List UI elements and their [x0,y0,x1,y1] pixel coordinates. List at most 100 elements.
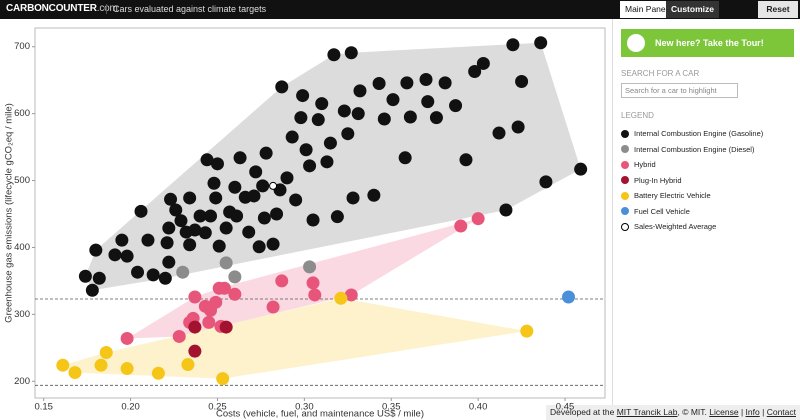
car-point [294,111,308,125]
top-bar [0,0,800,19]
car-point [252,240,266,254]
tour-button[interactable]: New here? Take the Tour! [621,29,794,57]
tab[interactable]: Main Panel [620,1,673,18]
footer-link[interactable]: License [709,407,739,417]
car-point [85,283,99,297]
car-point [270,207,284,221]
legend-item[interactable]: Sales-Weighted Average [618,219,763,235]
car-point [120,249,134,263]
car-point [89,243,103,257]
tab[interactable]: Customize [666,1,719,18]
car-point [233,151,247,165]
legend-swatch [621,176,629,185]
legend-item[interactable]: Fuel Cell Vehicle [618,204,763,220]
car-point [499,203,513,217]
y-tick-label: 400 [14,242,30,253]
legend-item[interactable]: Internal Combustion Engine (Gasoline) [618,126,763,142]
car-point [353,84,367,98]
car-point [520,324,534,338]
x-axis-label: Costs (vehicle, fuel, and maintenance US… [216,409,424,420]
x-tick-label: 0.45 [556,402,575,413]
legend-title: LEGEND [621,111,654,120]
x-tick-label: 0.25 [208,402,227,413]
car-point [158,271,172,285]
car-point [92,271,106,285]
car-point [141,233,155,247]
car-point [327,48,341,62]
footer-link[interactable]: Contact [766,407,796,417]
car-point [162,255,176,269]
car-point [115,233,129,247]
car-point [372,77,386,91]
tagline: Cars evaluated against climate targets [106,4,266,14]
logo[interactable]: CARBONCOUNTER.com [6,3,118,14]
car-point [219,256,233,270]
car-point [146,268,160,282]
car-point [176,265,190,279]
reset-button[interactable]: Reset [758,1,798,18]
car-point [164,192,178,206]
car-point [386,93,400,107]
car-point [330,210,344,224]
car-point [257,211,271,225]
footer: Developed at the MIT Trancik Lab, © MIT.… [546,405,800,420]
car-point [299,143,313,157]
car-point [344,288,358,302]
search-input[interactable]: Search for a car to highlight [621,83,738,98]
car-point [539,175,553,189]
car-point [266,300,280,314]
y-tick-label: 500 [14,175,30,186]
car-point [367,188,381,202]
legend-item[interactable]: Hybrid [618,157,763,173]
tour-text: New here? Take the Tour! [655,38,764,48]
legend-label: Hybrid [634,160,656,170]
car-point [256,179,270,193]
footer-text: | [740,407,744,417]
legend-item[interactable]: Internal Combustion Engine (Diesel) [618,142,763,158]
y-tick-label: 300 [14,309,30,320]
legend-label: Plug-In Hybrid [634,175,682,185]
logo-text: CARBONCOUNTER [6,3,97,14]
legend-swatch [621,191,629,200]
footer-link[interactable]: MIT Trancik Lab [616,407,678,417]
y-tick-label: 700 [14,41,30,52]
search-label: SEARCH FOR A CAR [621,69,700,78]
car-point [131,265,145,279]
footer-text: , © MIT. [677,407,707,417]
car-point [219,221,233,235]
legend-item[interactable]: Battery Electric Vehicle [618,188,763,204]
car-point [419,73,433,87]
legend-item[interactable]: Plug-In Hybrid [618,173,763,189]
legend: Internal Combustion Engine (Gasoline) Int… [618,126,763,235]
y-tick-label: 600 [14,108,30,119]
car-point [534,36,548,50]
car-point [320,155,334,169]
car-point [280,171,294,185]
car-point [337,104,351,118]
car-point [198,226,212,240]
car-point [269,181,278,190]
car-point [228,287,242,301]
car-point [219,320,233,334]
car-point [94,358,108,372]
y-tick-label: 200 [14,376,30,387]
car-point [99,346,113,360]
x-tick-label: 0.30 [295,402,314,413]
footer-link[interactable]: Info [745,407,760,417]
car-point [259,146,273,160]
car-point [200,153,214,167]
car-point [209,295,223,309]
car-point [212,239,226,253]
car-point [249,165,263,179]
car-point [120,331,134,345]
car-point [210,157,224,171]
car-point [188,320,202,334]
car-point [315,97,329,111]
car-point [471,212,485,226]
car-point [574,162,588,176]
car-point [230,209,244,223]
car-point [323,136,337,150]
car-point [183,191,197,205]
car-point [334,291,348,305]
